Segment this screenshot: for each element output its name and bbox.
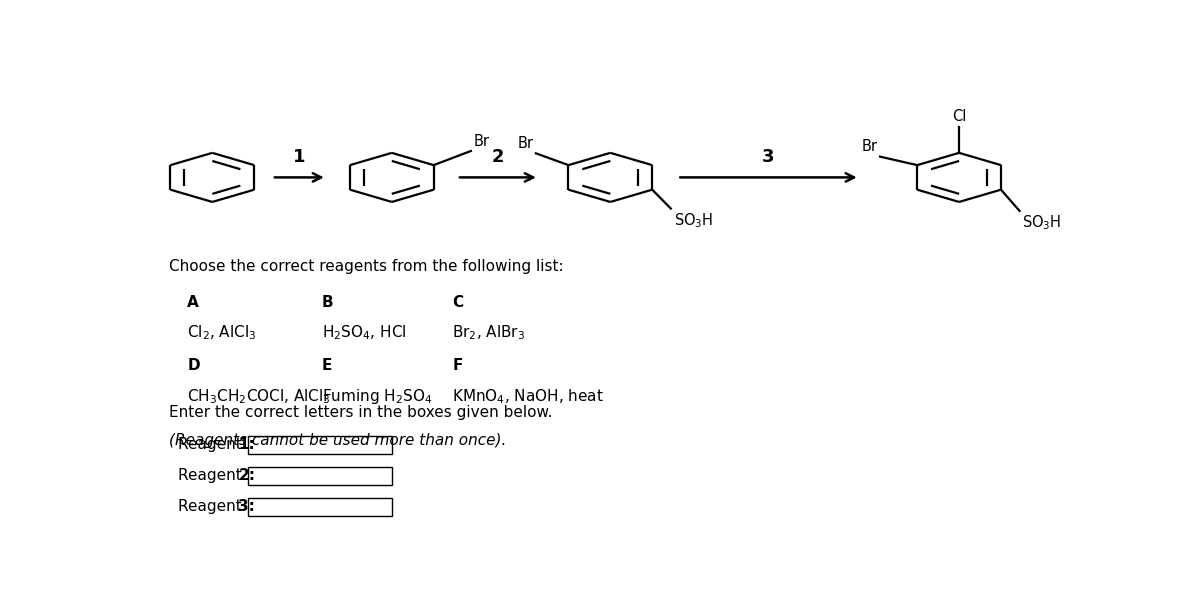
Text: 3: 3: [762, 148, 775, 166]
Text: Enter the correct letters in the boxes given below.: Enter the correct letters in the boxes g…: [168, 405, 552, 421]
Text: H$_2$SO$_4$, HCl: H$_2$SO$_4$, HCl: [322, 324, 407, 343]
Text: Choose the correct reagents from the following list:: Choose the correct reagents from the fol…: [168, 259, 563, 274]
Text: D: D: [187, 358, 200, 373]
Text: Br: Br: [517, 136, 533, 151]
Bar: [247, 467, 391, 485]
Text: Br: Br: [474, 134, 490, 148]
Text: SO$_3$H: SO$_3$H: [673, 211, 713, 230]
Text: Br$_2$, AlBr$_3$: Br$_2$, AlBr$_3$: [452, 324, 526, 343]
Text: Cl$_2$, AlCl$_3$: Cl$_2$, AlCl$_3$: [187, 324, 257, 343]
Text: Reagent: Reagent: [178, 500, 246, 514]
Text: Reagent: Reagent: [178, 436, 246, 452]
Text: 2:: 2:: [239, 468, 256, 483]
Text: E: E: [322, 358, 332, 373]
Text: Reagent: Reagent: [178, 468, 246, 483]
Text: A: A: [187, 295, 199, 310]
Text: 3:: 3:: [239, 500, 256, 514]
Text: (Reagents cannot be used more than once).: (Reagents cannot be used more than once)…: [168, 433, 506, 448]
Text: Cl: Cl: [952, 109, 966, 124]
Text: SO$_3$H: SO$_3$H: [1022, 213, 1062, 232]
Text: C: C: [452, 295, 463, 310]
Text: 1: 1: [293, 148, 306, 166]
Bar: [247, 436, 391, 454]
Text: 2: 2: [492, 148, 504, 166]
Text: B: B: [322, 295, 334, 310]
Text: 1:: 1:: [239, 436, 256, 452]
Text: Br: Br: [862, 139, 877, 154]
Text: KMnO$_4$, NaOH, heat: KMnO$_4$, NaOH, heat: [452, 387, 604, 406]
Text: CH$_3$CH$_2$COCl, AlCl$_3$: CH$_3$CH$_2$COCl, AlCl$_3$: [187, 387, 331, 406]
Text: Fuming H$_2$SO$_4$: Fuming H$_2$SO$_4$: [322, 387, 432, 406]
Bar: [247, 498, 391, 516]
Text: F: F: [452, 358, 463, 373]
